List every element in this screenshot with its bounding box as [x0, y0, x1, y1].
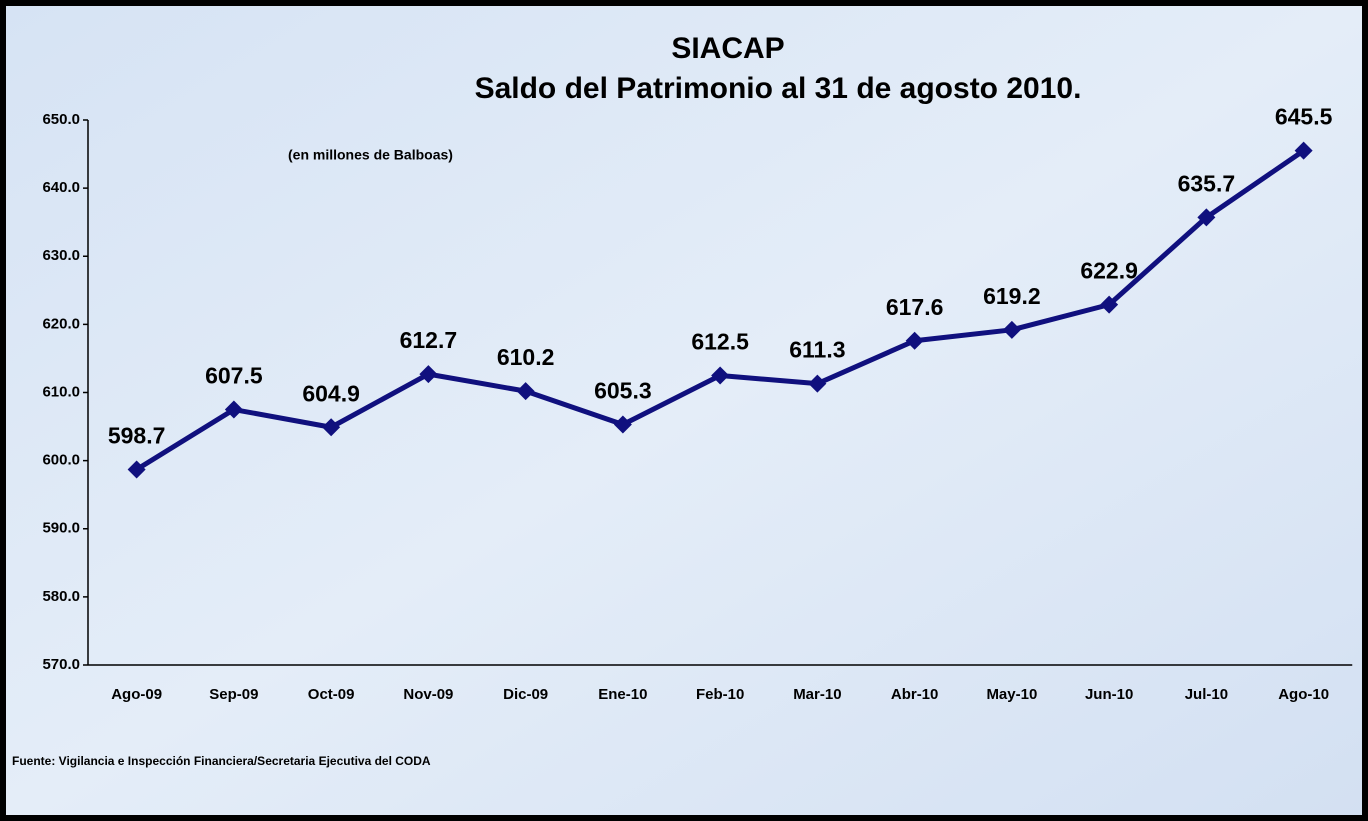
- data-label: 605.3: [594, 378, 652, 404]
- chart-title: SIACAP: [671, 32, 784, 65]
- x-tick-label: Jun-10: [1085, 686, 1133, 703]
- y-tick-label: 630.0: [42, 247, 80, 264]
- y-tick-label: 570.0: [42, 656, 80, 673]
- source-note: Fuente: Vigilancia e Inspección Financie…: [12, 754, 431, 768]
- data-point: [905, 331, 924, 350]
- data-point: [1294, 141, 1313, 160]
- data-label: 612.7: [400, 327, 458, 353]
- x-tick-label: Ene-10: [598, 686, 647, 703]
- x-tick-label: Mar-10: [793, 686, 841, 703]
- data-point: [1197, 208, 1216, 227]
- data-label: 604.9: [302, 380, 360, 406]
- data-label: 612.5: [691, 329, 749, 355]
- data-label: 617.6: [886, 294, 944, 320]
- data-point: [224, 400, 243, 419]
- data-label: 610.2: [497, 344, 555, 370]
- chart-title: Saldo del Patrimonio al 31 de agosto 201…: [475, 72, 1082, 105]
- data-label: 635.7: [1178, 170, 1236, 196]
- data-point: [711, 366, 730, 385]
- y-tick-label: 610.0: [42, 383, 80, 400]
- chart-subtitle: (en millones de Balboas): [288, 147, 453, 163]
- x-tick-label: Feb-10: [696, 686, 744, 703]
- data-label: 622.9: [1080, 258, 1138, 284]
- data-point: [516, 382, 535, 401]
- x-tick-label: Jul-10: [1185, 686, 1228, 703]
- data-label: 611.3: [789, 337, 845, 363]
- data-point: [419, 365, 438, 384]
- data-point: [322, 418, 341, 437]
- data-point: [613, 415, 632, 434]
- x-tick-label: Ago-10: [1278, 686, 1329, 703]
- data-point: [1002, 320, 1021, 339]
- y-tick-label: 590.0: [42, 520, 80, 537]
- y-tick-label: 640.0: [42, 179, 80, 196]
- data-point: [808, 374, 827, 393]
- x-tick-label: Dic-09: [503, 686, 548, 703]
- x-tick-label: Sep-09: [209, 686, 258, 703]
- data-point: [127, 460, 146, 479]
- y-tick-label: 580.0: [42, 588, 80, 605]
- data-label: 607.5: [205, 363, 263, 389]
- y-tick-label: 620.0: [42, 315, 80, 332]
- data-label: 598.7: [108, 423, 166, 449]
- data-point: [1100, 295, 1119, 314]
- y-tick-label: 650.0: [42, 111, 80, 128]
- data-label: 645.5: [1275, 104, 1333, 130]
- y-tick-label: 600.0: [42, 452, 80, 469]
- x-tick-label: Ago-09: [111, 686, 162, 703]
- x-tick-label: Nov-09: [403, 686, 453, 703]
- data-label: 619.2: [983, 283, 1041, 309]
- x-tick-label: Oct-09: [308, 686, 355, 703]
- x-tick-label: Abr-10: [891, 686, 939, 703]
- x-tick-label: May-10: [986, 686, 1037, 703]
